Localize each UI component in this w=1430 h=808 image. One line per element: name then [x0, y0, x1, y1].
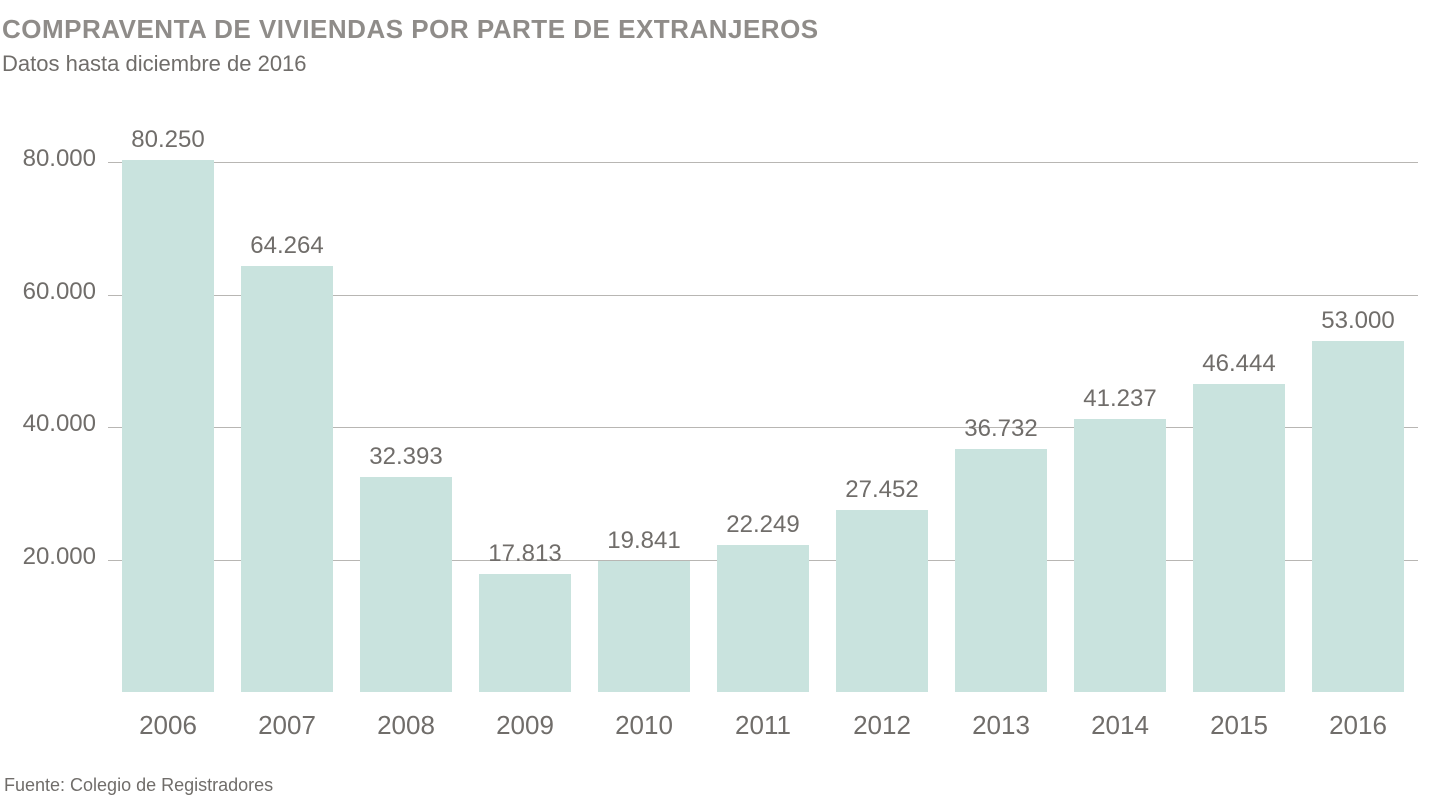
y-axis-label: 40.000: [0, 410, 96, 438]
bar-value-label: 36.732: [941, 415, 1061, 443]
bar-value-label: 53.000: [1298, 307, 1418, 335]
bar: [479, 574, 571, 692]
bar: [122, 160, 214, 692]
bar-value-label: 27.452: [822, 476, 942, 504]
x-axis-label: 2006: [108, 710, 228, 741]
x-axis-label: 2010: [584, 710, 704, 741]
y-axis-label: 80.000: [0, 145, 96, 173]
x-axis-label: 2009: [465, 710, 585, 741]
bar-value-label: 17.813: [465, 540, 585, 568]
bar: [598, 561, 690, 692]
bar: [1193, 384, 1285, 692]
bar-value-label: 80.250: [108, 126, 228, 154]
bar-value-label: 19.841: [584, 527, 704, 555]
chart-title: COMPRAVENTA DE VIVIENDAS POR PARTE DE EX…: [2, 14, 1428, 45]
bar: [360, 477, 452, 692]
bars-container: 80.25064.26432.39317.81319.84122.24927.4…: [108, 162, 1418, 692]
x-axis-label: 2014: [1060, 710, 1180, 741]
bar-value-label: 41.237: [1060, 385, 1180, 413]
y-axis-label: 20.000: [0, 543, 96, 571]
x-axis-label: 2015: [1179, 710, 1299, 741]
bar: [241, 266, 333, 692]
bar: [1074, 419, 1166, 692]
x-axis-label: 2011: [703, 710, 823, 741]
bar: [955, 449, 1047, 692]
bar-value-label: 22.249: [703, 511, 823, 539]
chart-area: 20.00040.00060.00080.00080.25064.26432.3…: [108, 162, 1418, 692]
bar: [836, 510, 928, 692]
bar-value-label: 64.264: [227, 232, 347, 260]
y-axis-label: 60.000: [0, 278, 96, 306]
bar: [1312, 341, 1404, 692]
bar-value-label: 32.393: [346, 443, 466, 471]
chart-source: Fuente: Colegio de Registradores: [4, 775, 273, 796]
x-axis-label: 2013: [941, 710, 1061, 741]
chart-subtitle: Datos hasta diciembre de 2016: [2, 51, 1428, 77]
bar: [717, 545, 809, 692]
x-axis-label: 2008: [346, 710, 466, 741]
x-axis-label: 2016: [1298, 710, 1418, 741]
x-axis-label: 2007: [227, 710, 347, 741]
x-axis-label: 2012: [822, 710, 942, 741]
bar-value-label: 46.444: [1179, 350, 1299, 378]
